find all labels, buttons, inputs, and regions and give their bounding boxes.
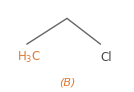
Text: $\mathregular{H_3C}$: $\mathregular{H_3C}$ (17, 49, 42, 65)
Text: (B): (B) (59, 78, 75, 88)
Text: Cl: Cl (100, 51, 112, 64)
